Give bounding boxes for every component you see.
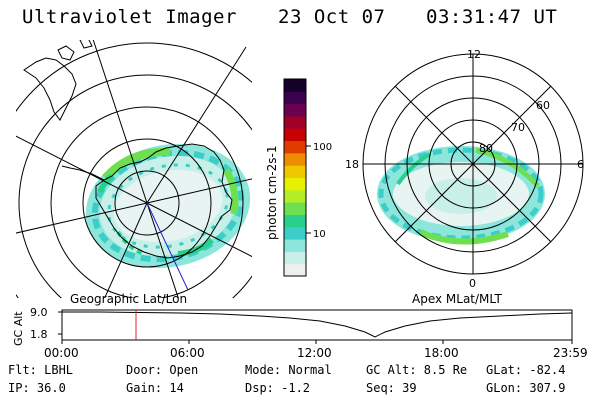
apex-grid xyxy=(362,53,584,275)
left-map-caption: Geographic Lat/Lon xyxy=(70,292,187,306)
xtick-0600: 06:00 xyxy=(170,346,205,360)
mlt-label-0: 0 xyxy=(469,277,476,290)
colorbar-swatch xyxy=(284,91,306,105)
alt-ytick-9: 9.0 xyxy=(30,306,48,319)
mlt-label-6: 6 xyxy=(577,158,584,171)
right-map-caption: Apex MLat/MLT xyxy=(412,292,502,306)
info-glon: GLon: 307.9 xyxy=(486,381,566,395)
apex-polar-plot: 12 6 0 18 60 70 80 Apex MLat/MLT xyxy=(345,48,584,306)
mlat-label-80: 80 xyxy=(479,142,493,155)
meridian-lines xyxy=(16,40,252,298)
colorbar-tick-100: 100 xyxy=(313,142,332,153)
info-dsp: Dsp: -1.2 xyxy=(245,381,311,395)
xtick-2359: 23:59 xyxy=(553,346,588,360)
info-door: Door: Open xyxy=(126,363,199,377)
colorbar-swatch xyxy=(284,189,306,203)
alt-ylabel: GC Alt xyxy=(12,311,25,346)
colorbar-swatch xyxy=(284,226,306,240)
colorbar-swatch xyxy=(284,140,306,154)
peninsula-coast xyxy=(61,165,105,181)
altitude-plot: 9.0 1.8 GC Alt 00:00 06:00 12:00 18:00 2… xyxy=(12,306,588,360)
info-ip: IP: 36.0 xyxy=(8,381,66,395)
colorbar-tick-10: 10 xyxy=(313,229,326,240)
latitude-circles xyxy=(16,42,252,298)
colorbar-swatch xyxy=(284,239,306,252)
xtick-0000: 00:00 xyxy=(44,346,79,360)
colorbar-swatch xyxy=(284,152,306,166)
time-label: 03:31:47 UT xyxy=(426,6,558,28)
colorbar-swatch xyxy=(284,177,306,191)
colorbar-swatch xyxy=(284,251,306,265)
sun-direction-line xyxy=(146,202,189,291)
info-mode: Mode: Normal xyxy=(245,363,332,377)
colorbar-swatch xyxy=(284,202,306,215)
colorbar-unit-label: photon cm-2s-1 xyxy=(265,146,279,241)
info-gain: Gain: 14 xyxy=(126,381,184,395)
mlt-label-18: 18 xyxy=(345,158,359,171)
geographic-map xyxy=(16,40,252,298)
colorbar-swatch xyxy=(284,128,306,142)
colorbar-swatch xyxy=(284,79,306,92)
colorbar-swatches xyxy=(284,79,306,277)
info-gc-alt: GC Alt: 8.5 Re xyxy=(366,363,468,377)
antarctica-coastline xyxy=(95,143,233,259)
mlat-label-60: 60 xyxy=(536,99,550,112)
info-glat: GLat: -82.4 xyxy=(486,363,566,377)
altitude-curve xyxy=(62,311,573,338)
aurora-oval-apex xyxy=(377,146,545,245)
islands xyxy=(57,40,93,61)
date-label: 23 Oct 07 xyxy=(278,6,386,28)
colorbar-swatch xyxy=(284,103,306,117)
colorbar: 100 10 photon cm-2s-1 xyxy=(265,78,332,277)
info-flt: Flt: LBHL xyxy=(8,363,74,377)
colorbar-swatch xyxy=(284,214,306,228)
info-seq: Seq: 39 xyxy=(366,381,417,395)
colorbar-swatch xyxy=(284,165,306,178)
xtick-1200: 12:00 xyxy=(297,346,332,360)
xtick-1800: 18:00 xyxy=(424,346,459,360)
app-title: Ultraviolet Imager xyxy=(22,6,237,28)
mlat-label-70: 70 xyxy=(511,121,525,134)
alt-ytick-1.8: 1.8 xyxy=(30,328,48,341)
colorbar-swatch xyxy=(284,263,306,277)
south-america-coastline xyxy=(23,57,77,121)
colorbar-swatch xyxy=(284,115,306,129)
mlt-label-12: 12 xyxy=(467,48,481,61)
